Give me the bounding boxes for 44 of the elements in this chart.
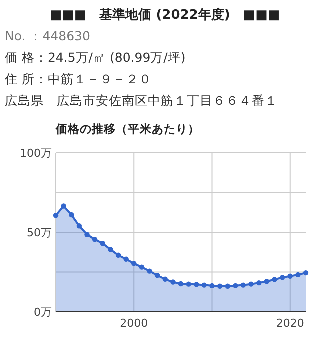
text: No. ：448630 <box>5 28 90 44</box>
chart-title: 価格の推移（平米あたり） <box>55 122 200 136</box>
point <box>272 277 278 282</box>
point <box>84 232 90 238</box>
point <box>53 213 59 218</box>
point <box>194 282 200 288</box>
text: 住 所：中筋１－９－２０ <box>4 72 152 86</box>
point <box>296 272 301 278</box>
point <box>154 272 160 278</box>
y-tick-label: 50万 <box>27 226 52 240</box>
point <box>186 282 192 287</box>
point <box>147 268 152 274</box>
text: 広島県 広島市安佐南区中筋１丁目６６４番１ <box>5 93 278 108</box>
point <box>108 247 114 252</box>
point <box>248 282 254 287</box>
point <box>132 261 137 266</box>
y-tick-label: 0万 <box>34 306 52 319</box>
point <box>139 264 145 270</box>
point <box>162 276 168 282</box>
point <box>288 274 293 279</box>
point <box>124 256 129 262</box>
point <box>170 280 176 285</box>
point <box>225 284 230 289</box>
x-tick-label: 2020 <box>276 317 304 330</box>
point <box>116 252 122 258</box>
point <box>178 281 184 287</box>
text: 価 格：24.5万/㎡ (80.99万/坪) <box>5 50 186 65</box>
point <box>217 284 223 289</box>
y-tick-label: 100万 <box>20 147 52 160</box>
point <box>202 282 208 288</box>
x-tick-label: 2000 <box>120 317 148 330</box>
point <box>264 279 270 284</box>
point <box>61 204 66 209</box>
point <box>303 270 309 276</box>
point <box>92 237 98 242</box>
point <box>100 241 106 246</box>
point <box>76 224 82 229</box>
point <box>280 275 286 280</box>
text: ■■■ 基準地価 (2022年度) ■■■ <box>50 7 280 23</box>
point <box>240 282 246 288</box>
point <box>256 280 262 286</box>
point <box>210 283 215 289</box>
point <box>233 283 238 289</box>
point <box>69 212 74 218</box>
